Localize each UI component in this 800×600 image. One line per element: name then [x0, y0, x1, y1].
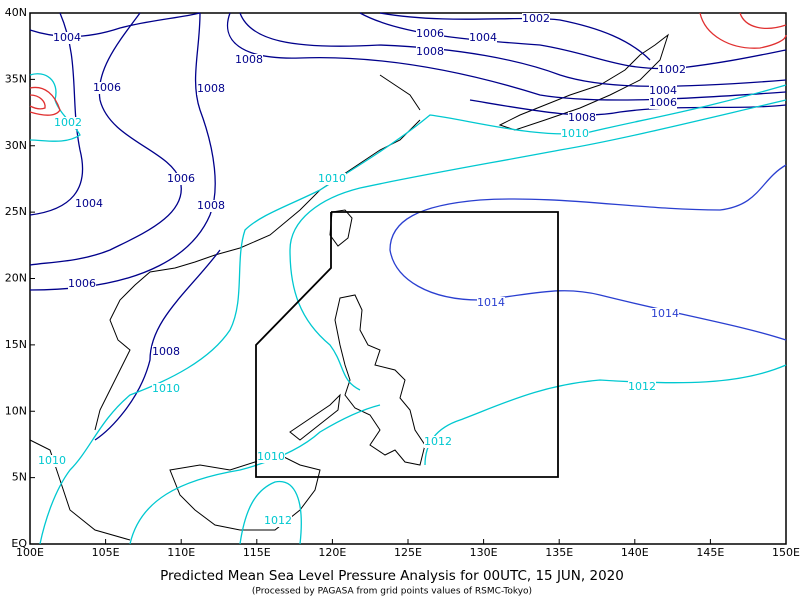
contour-label-bg [568, 112, 596, 124]
contour-label-bg [649, 85, 677, 97]
contour-label: 1012 [628, 380, 656, 393]
map-title: Predicted Mean Sea Level Pressure Analys… [160, 568, 624, 584]
contour-label-bg [75, 198, 103, 210]
contour-label-bg [152, 383, 180, 395]
contour-label-bg [658, 64, 686, 76]
contour-label: 1008 [416, 45, 444, 58]
contour-label: 1006 [416, 27, 444, 40]
contour-label-bg [649, 97, 677, 109]
contour-label: 1008 [568, 111, 596, 124]
map-subtitle: (Processed by PAGASA from grid points va… [252, 587, 532, 597]
contour-label: 1010 [152, 382, 180, 395]
y-tick-label: 5N [12, 471, 27, 484]
contour-label: 1008 [235, 53, 263, 66]
contour-label-bg [561, 128, 589, 140]
x-tick-label: 115E [243, 546, 271, 559]
par-boundary [255, 211, 559, 478]
contour-label: 1006 [649, 96, 677, 109]
x-tick-label: 140E [621, 546, 649, 559]
contour-label: 1012 [264, 514, 292, 527]
contour-label: 1002 [54, 116, 82, 129]
x-tick-label: 100E [16, 546, 44, 559]
contour-label-bg [264, 515, 292, 527]
contour-label-bg [38, 455, 66, 467]
contour-label-bg [93, 82, 121, 94]
y-tick-label: 35N [5, 72, 27, 85]
x-tick-label: 145E [696, 546, 724, 559]
contour-label: 1012 [424, 435, 452, 448]
contour-label: 1004 [75, 197, 103, 210]
contour-label-bg [53, 32, 81, 44]
contour-label: 1008 [197, 82, 225, 95]
contour-label-bg [469, 32, 497, 44]
contour-label: 1004 [469, 31, 497, 44]
x-tick-label: 125E [394, 546, 422, 559]
contour-label: 1006 [68, 277, 96, 290]
contour-label: 1008 [152, 345, 180, 358]
contour-label-bg [416, 28, 444, 40]
contour-label: 1004 [53, 31, 81, 44]
contour-label: 1008 [197, 199, 225, 212]
y-tick-label: 15N [5, 338, 27, 351]
x-tick-label: 120E [318, 546, 346, 559]
contour-label-bg [167, 173, 195, 185]
contour-label: 1010 [561, 127, 589, 140]
y-tick-label: 10N [5, 404, 27, 417]
contour-label: 1014 [651, 307, 679, 320]
axes: 100E 105E 110E 115E 120E 125E 130E 135E 140E 145E… [5, 6, 800, 559]
contour-label-bg [628, 381, 656, 393]
contour-label: 1010 [318, 172, 346, 185]
y-tick-label: 40N [5, 6, 27, 19]
contour-label-bg [68, 278, 96, 290]
contour-label-bg [424, 436, 452, 448]
contour-label-bg [197, 200, 225, 212]
contour-label-bg [477, 297, 505, 309]
contour-label-bg [152, 346, 180, 358]
contour-label: 1010 [38, 454, 66, 467]
y-tick-label: 25N [5, 205, 27, 218]
x-tick-label: 105E [92, 546, 120, 559]
contour-label: 1006 [93, 81, 121, 94]
y-tick-label: EQ [11, 537, 27, 550]
x-tick-label: 135E [545, 546, 573, 559]
contour-label-bg [651, 308, 679, 320]
contour-label: 1004 [649, 84, 677, 97]
contour-label-bg [197, 83, 225, 95]
contour-label-bg [522, 13, 550, 25]
contour-label-bg [54, 117, 82, 129]
contour-label: 1006 [167, 172, 195, 185]
y-tick-label: 20N [5, 272, 27, 285]
x-tick-label: 110E [167, 546, 195, 559]
y-tick-label: 30N [5, 139, 27, 152]
contour-label-bg [318, 173, 346, 185]
x-tick-label: 150E [772, 546, 800, 559]
x-tick-label: 130E [470, 546, 498, 559]
contour-label-bg [257, 451, 285, 463]
contour-label: 1010 [257, 450, 285, 463]
contour-label-bg [235, 54, 263, 66]
contour-label-bg [416, 46, 444, 58]
contour-label: 1002 [522, 12, 550, 25]
contour-label: 1002 [658, 63, 686, 76]
contour-label: 1014 [477, 296, 505, 309]
